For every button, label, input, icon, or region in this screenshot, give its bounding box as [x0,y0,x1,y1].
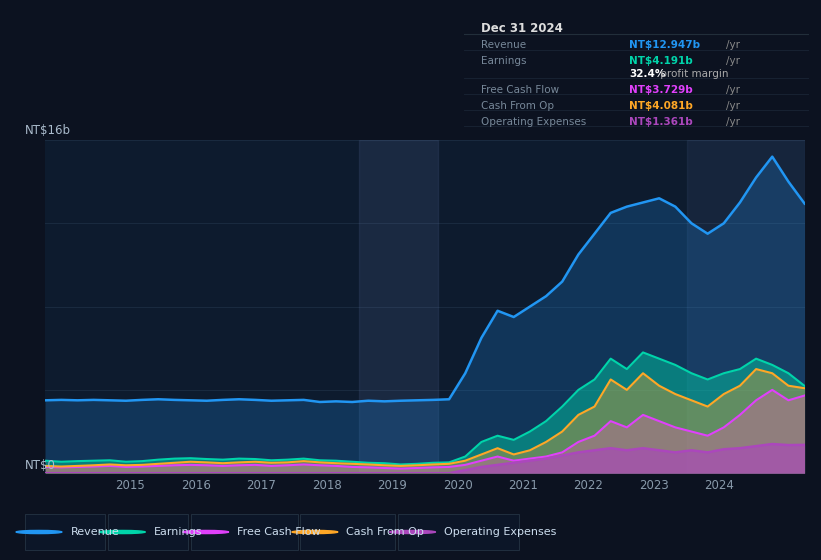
Text: NT$4.191b: NT$4.191b [630,56,693,66]
Text: Cash From Op: Cash From Op [481,101,554,110]
FancyBboxPatch shape [25,514,105,550]
Text: Cash From Op: Cash From Op [346,527,424,537]
Text: Revenue: Revenue [71,527,119,537]
Text: Free Cash Flow: Free Cash Flow [237,527,321,537]
Text: NT$4.081b: NT$4.081b [630,101,693,110]
Text: /yr: /yr [726,101,740,110]
Circle shape [182,530,228,534]
Text: Earnings: Earnings [154,527,203,537]
Text: NT$16b: NT$16b [25,124,71,137]
Text: /yr: /yr [726,40,740,50]
Text: Dec 31 2024: Dec 31 2024 [481,22,563,35]
Text: NT$0: NT$0 [25,459,56,472]
Text: /yr: /yr [726,85,740,95]
Text: /yr: /yr [726,56,740,66]
Circle shape [16,530,62,534]
Text: Operating Expenses: Operating Expenses [444,527,557,537]
Circle shape [390,530,436,534]
Text: Free Cash Flow: Free Cash Flow [481,85,559,95]
Text: Earnings: Earnings [481,56,526,66]
FancyBboxPatch shape [191,514,297,550]
FancyBboxPatch shape [108,514,188,550]
Circle shape [292,530,338,534]
Bar [686,140,805,473]
FancyBboxPatch shape [398,514,519,550]
FancyBboxPatch shape [300,514,396,550]
Text: NT$1.361b: NT$1.361b [630,116,693,127]
Text: Operating Expenses: Operating Expenses [481,116,586,127]
Text: NT$12.947b: NT$12.947b [630,40,700,50]
Text: Revenue: Revenue [481,40,526,50]
Bar [360,140,438,473]
Circle shape [99,530,145,534]
Text: NT$3.729b: NT$3.729b [630,85,693,95]
Text: 32.4%: 32.4% [630,69,666,78]
Text: /yr: /yr [726,116,740,127]
Text: profit margin: profit margin [657,69,728,78]
